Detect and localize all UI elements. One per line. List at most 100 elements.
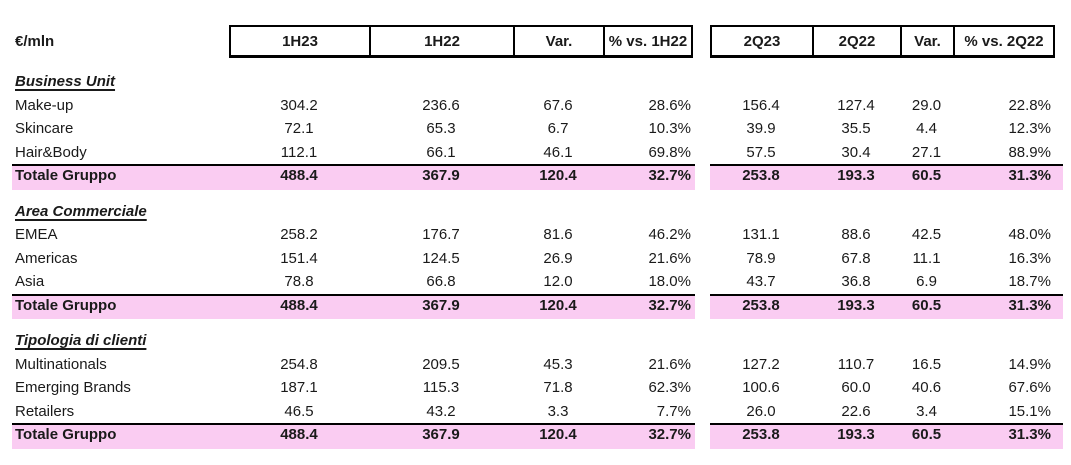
cell-var-1h: 120.4 bbox=[539, 426, 577, 444]
total-row: Totale Gruppo 488.4 367.9 120.4 32.7% 25… bbox=[12, 293, 1063, 319]
cell-pct-2q: 48.0% bbox=[1008, 226, 1051, 244]
cell-pct-1h: 46.2% bbox=[648, 226, 691, 244]
cell-2q23: 57.5 bbox=[746, 143, 776, 161]
cell-var-2q: 60.5 bbox=[911, 426, 942, 444]
cell-var-1h: 26.9 bbox=[543, 249, 573, 267]
cell-pct-1h: 32.7% bbox=[648, 167, 691, 185]
cell-pct-2q: 18.7% bbox=[1008, 273, 1051, 291]
row-label: Totale Gruppo bbox=[15, 296, 117, 314]
cell-var-1h: 6.7 bbox=[547, 120, 569, 138]
cell-pct-1h: 28.6% bbox=[648, 96, 691, 114]
cell-pct-2q: 12.3% bbox=[1008, 120, 1051, 138]
cell-2q22: 67.8 bbox=[841, 249, 871, 267]
cell-pct-1h: 62.3% bbox=[648, 379, 691, 397]
cell-var-1h: 45.3 bbox=[543, 355, 573, 373]
cell-var-2q: 3.4 bbox=[916, 402, 937, 420]
row-label: Multinationals bbox=[15, 355, 107, 373]
cell-1h22: 367.9 bbox=[422, 426, 460, 444]
cell-1h23: 78.8 bbox=[284, 273, 314, 291]
cell-1h22: 236.6 bbox=[422, 96, 460, 114]
gap-cell bbox=[693, 270, 710, 294]
cell-1h22: 367.9 bbox=[422, 296, 460, 314]
row-label: Make-up bbox=[15, 96, 74, 114]
cell-2q23: 253.8 bbox=[742, 296, 780, 314]
cell-1h23: 488.4 bbox=[280, 296, 318, 314]
cell-1h23: 488.4 bbox=[280, 426, 318, 444]
cell-var-2q: 16.5 bbox=[911, 355, 942, 373]
cell-2q23: 39.9 bbox=[746, 120, 776, 138]
cell-2q23: 156.4 bbox=[742, 96, 780, 114]
row-label: Retailers bbox=[15, 402, 75, 420]
table-row: EMEA 258.2 176.7 81.6 46.2% 131.1 88.6 4… bbox=[15, 223, 1055, 247]
gap-cell bbox=[693, 376, 710, 400]
cell-pct-2q: 14.9% bbox=[1008, 355, 1051, 373]
cell-var-2q: 60.5 bbox=[911, 296, 942, 314]
cell-1h22: 124.5 bbox=[422, 249, 460, 267]
section-title: Area Commerciale bbox=[15, 202, 147, 220]
table-header: €/mln 1H23 1H22 Var. % vs. 1H22 2Q23 2Q2… bbox=[15, 25, 1055, 58]
cell-2q23: 78.9 bbox=[746, 249, 776, 267]
row-label: Hair&Body bbox=[15, 143, 87, 161]
cell-var-2q: 4.4 bbox=[916, 120, 937, 138]
cell-2q22: 36.8 bbox=[841, 273, 871, 291]
gap-cell bbox=[693, 117, 710, 141]
section-title: Business Unit bbox=[15, 73, 116, 91]
cell-var-1h: 46.1 bbox=[543, 143, 573, 161]
section-area-commerciale: Area Commerciale EMEA 258.2 176.7 81.6 4… bbox=[12, 200, 1063, 319]
cell-var-2q: 6.9 bbox=[916, 273, 937, 291]
gap-cell bbox=[693, 247, 710, 271]
section-tipologia-clienti: Tipologia di clienti Multinationals 254.… bbox=[12, 329, 1063, 448]
table-row: Americas 151.4 124.5 26.9 21.6% 78.9 67.… bbox=[15, 247, 1055, 271]
cell-2q23: 127.2 bbox=[742, 355, 780, 373]
cell-1h23: 254.8 bbox=[280, 355, 318, 373]
cell-pct-2q: 15.1% bbox=[1008, 402, 1051, 420]
cell-var-1h: 71.8 bbox=[543, 379, 573, 397]
cell-var-2q: 42.5 bbox=[911, 226, 942, 244]
cell-var-2q: 27.1 bbox=[911, 143, 942, 161]
gap-cell bbox=[693, 423, 710, 447]
cell-2q22: 193.3 bbox=[837, 426, 875, 444]
table-row: Retailers 46.5 43.2 3.3 7.7% 26.0 22.6 3… bbox=[15, 400, 1055, 424]
cell-2q22: 22.6 bbox=[841, 402, 871, 420]
cell-var-2q: 40.6 bbox=[911, 379, 942, 397]
cell-2q22: 193.3 bbox=[837, 167, 875, 185]
cell-2q22: 110.7 bbox=[837, 355, 875, 373]
gap-cell bbox=[693, 223, 710, 247]
row-label: Totale Gruppo bbox=[15, 426, 117, 444]
cell-var-1h: 120.4 bbox=[539, 167, 577, 185]
header-pct-vs-2q22: % vs. 2Q22 bbox=[953, 25, 1055, 58]
cell-1h22: 66.1 bbox=[426, 143, 456, 161]
cell-var-1h: 120.4 bbox=[539, 296, 577, 314]
cell-1h22: 176.7 bbox=[422, 226, 460, 244]
cell-pct-2q: 31.3% bbox=[1008, 296, 1051, 314]
header-1h23: 1H23 bbox=[229, 25, 369, 58]
cell-pct-2q: 22.8% bbox=[1008, 96, 1051, 114]
cell-1h23: 46.5 bbox=[284, 402, 314, 420]
cell-pct-2q: 16.3% bbox=[1008, 249, 1051, 267]
gap-cell bbox=[693, 164, 710, 188]
cell-pct-1h: 69.8% bbox=[648, 143, 691, 161]
cell-pct-1h: 32.7% bbox=[648, 426, 691, 444]
gap-cell bbox=[693, 94, 710, 118]
section-title: Tipologia di clienti bbox=[15, 332, 147, 350]
cell-1h23: 187.1 bbox=[280, 379, 318, 397]
cell-2q23: 253.8 bbox=[742, 426, 780, 444]
table-row: Make-up 304.2 236.6 67.6 28.6% 156.4 127… bbox=[15, 94, 1055, 118]
financial-results-table: €/mln 1H23 1H22 Var. % vs. 1H22 2Q23 2Q2… bbox=[12, 25, 1063, 448]
cell-1h23: 112.1 bbox=[280, 143, 318, 161]
row-label: Asia bbox=[15, 273, 45, 291]
cell-1h22: 43.2 bbox=[426, 402, 456, 420]
cell-pct-1h: 21.6% bbox=[648, 355, 691, 373]
cell-2q23: 131.1 bbox=[742, 226, 780, 244]
cell-pct-1h: 32.7% bbox=[648, 296, 691, 314]
header-gap bbox=[693, 25, 710, 58]
cell-2q23: 43.7 bbox=[746, 273, 776, 291]
table-row: Multinationals 254.8 209.5 45.3 21.6% 12… bbox=[15, 353, 1055, 377]
cell-pct-2q: 31.3% bbox=[1008, 167, 1051, 185]
section-business-unit: Business Unit Make-up 304.2 236.6 67.6 2… bbox=[12, 70, 1063, 189]
cell-1h22: 209.5 bbox=[422, 355, 460, 373]
header-1h22: 1H22 bbox=[369, 25, 513, 58]
unit-label: €/mln bbox=[15, 33, 55, 50]
header-var-1h: Var. bbox=[513, 25, 603, 58]
gap-cell bbox=[693, 353, 710, 377]
